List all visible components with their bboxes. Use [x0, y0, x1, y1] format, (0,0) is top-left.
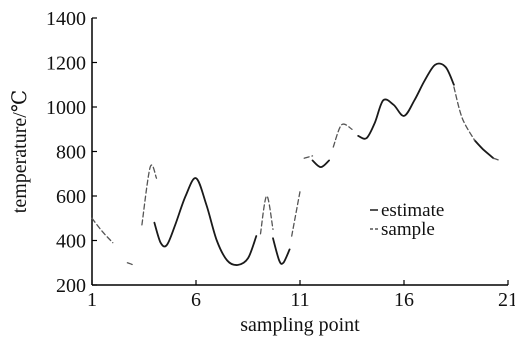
y-tick-label: 1200 [46, 53, 86, 75]
y-tick-label: 400 [56, 231, 86, 253]
y-tick-label: 200 [56, 275, 86, 297]
series-line-sample-8 [492, 157, 501, 162]
x-tick-label: 6 [191, 289, 201, 311]
series-line-estimate-3 [357, 62, 455, 140]
chart-axes [91, 18, 508, 286]
legend-label-sample: sample [381, 219, 435, 240]
series-line-sample-0 [91, 217, 114, 244]
series-line-sample-5 [303, 155, 314, 159]
series-line-estimate-1 [272, 237, 291, 265]
y-tick-label: 600 [56, 186, 86, 208]
series-line-sample-7 [453, 86, 476, 142]
series-line-sample-4 [291, 190, 301, 237]
series-line-sample-1 [126, 262, 135, 266]
y-axis-title: temperature/℃ [9, 90, 31, 213]
series-line-estimate-4 [473, 139, 495, 160]
x-tick-label: 11 [290, 289, 309, 311]
y-tick-label: 1400 [46, 8, 86, 30]
series-line-estimate-0 [153, 177, 258, 266]
series-line-estimate-2 [311, 159, 330, 169]
x-tick-label: 21 [498, 289, 515, 311]
series-line-sample-6 [332, 123, 353, 148]
x-tick-label: 16 [394, 289, 414, 311]
y-tick-label: 1000 [46, 97, 86, 119]
chart-legend: estimate sample [370, 200, 444, 240]
series-line-sample-2 [141, 164, 158, 226]
x-tick-label: 1 [87, 289, 97, 311]
chart-series [91, 62, 501, 266]
x-axis-title: sampling point [240, 314, 360, 336]
y-tick-label: 800 [56, 142, 86, 164]
legend-label-estimate: estimate [381, 200, 444, 221]
series-line-sample-3 [259, 195, 274, 235]
